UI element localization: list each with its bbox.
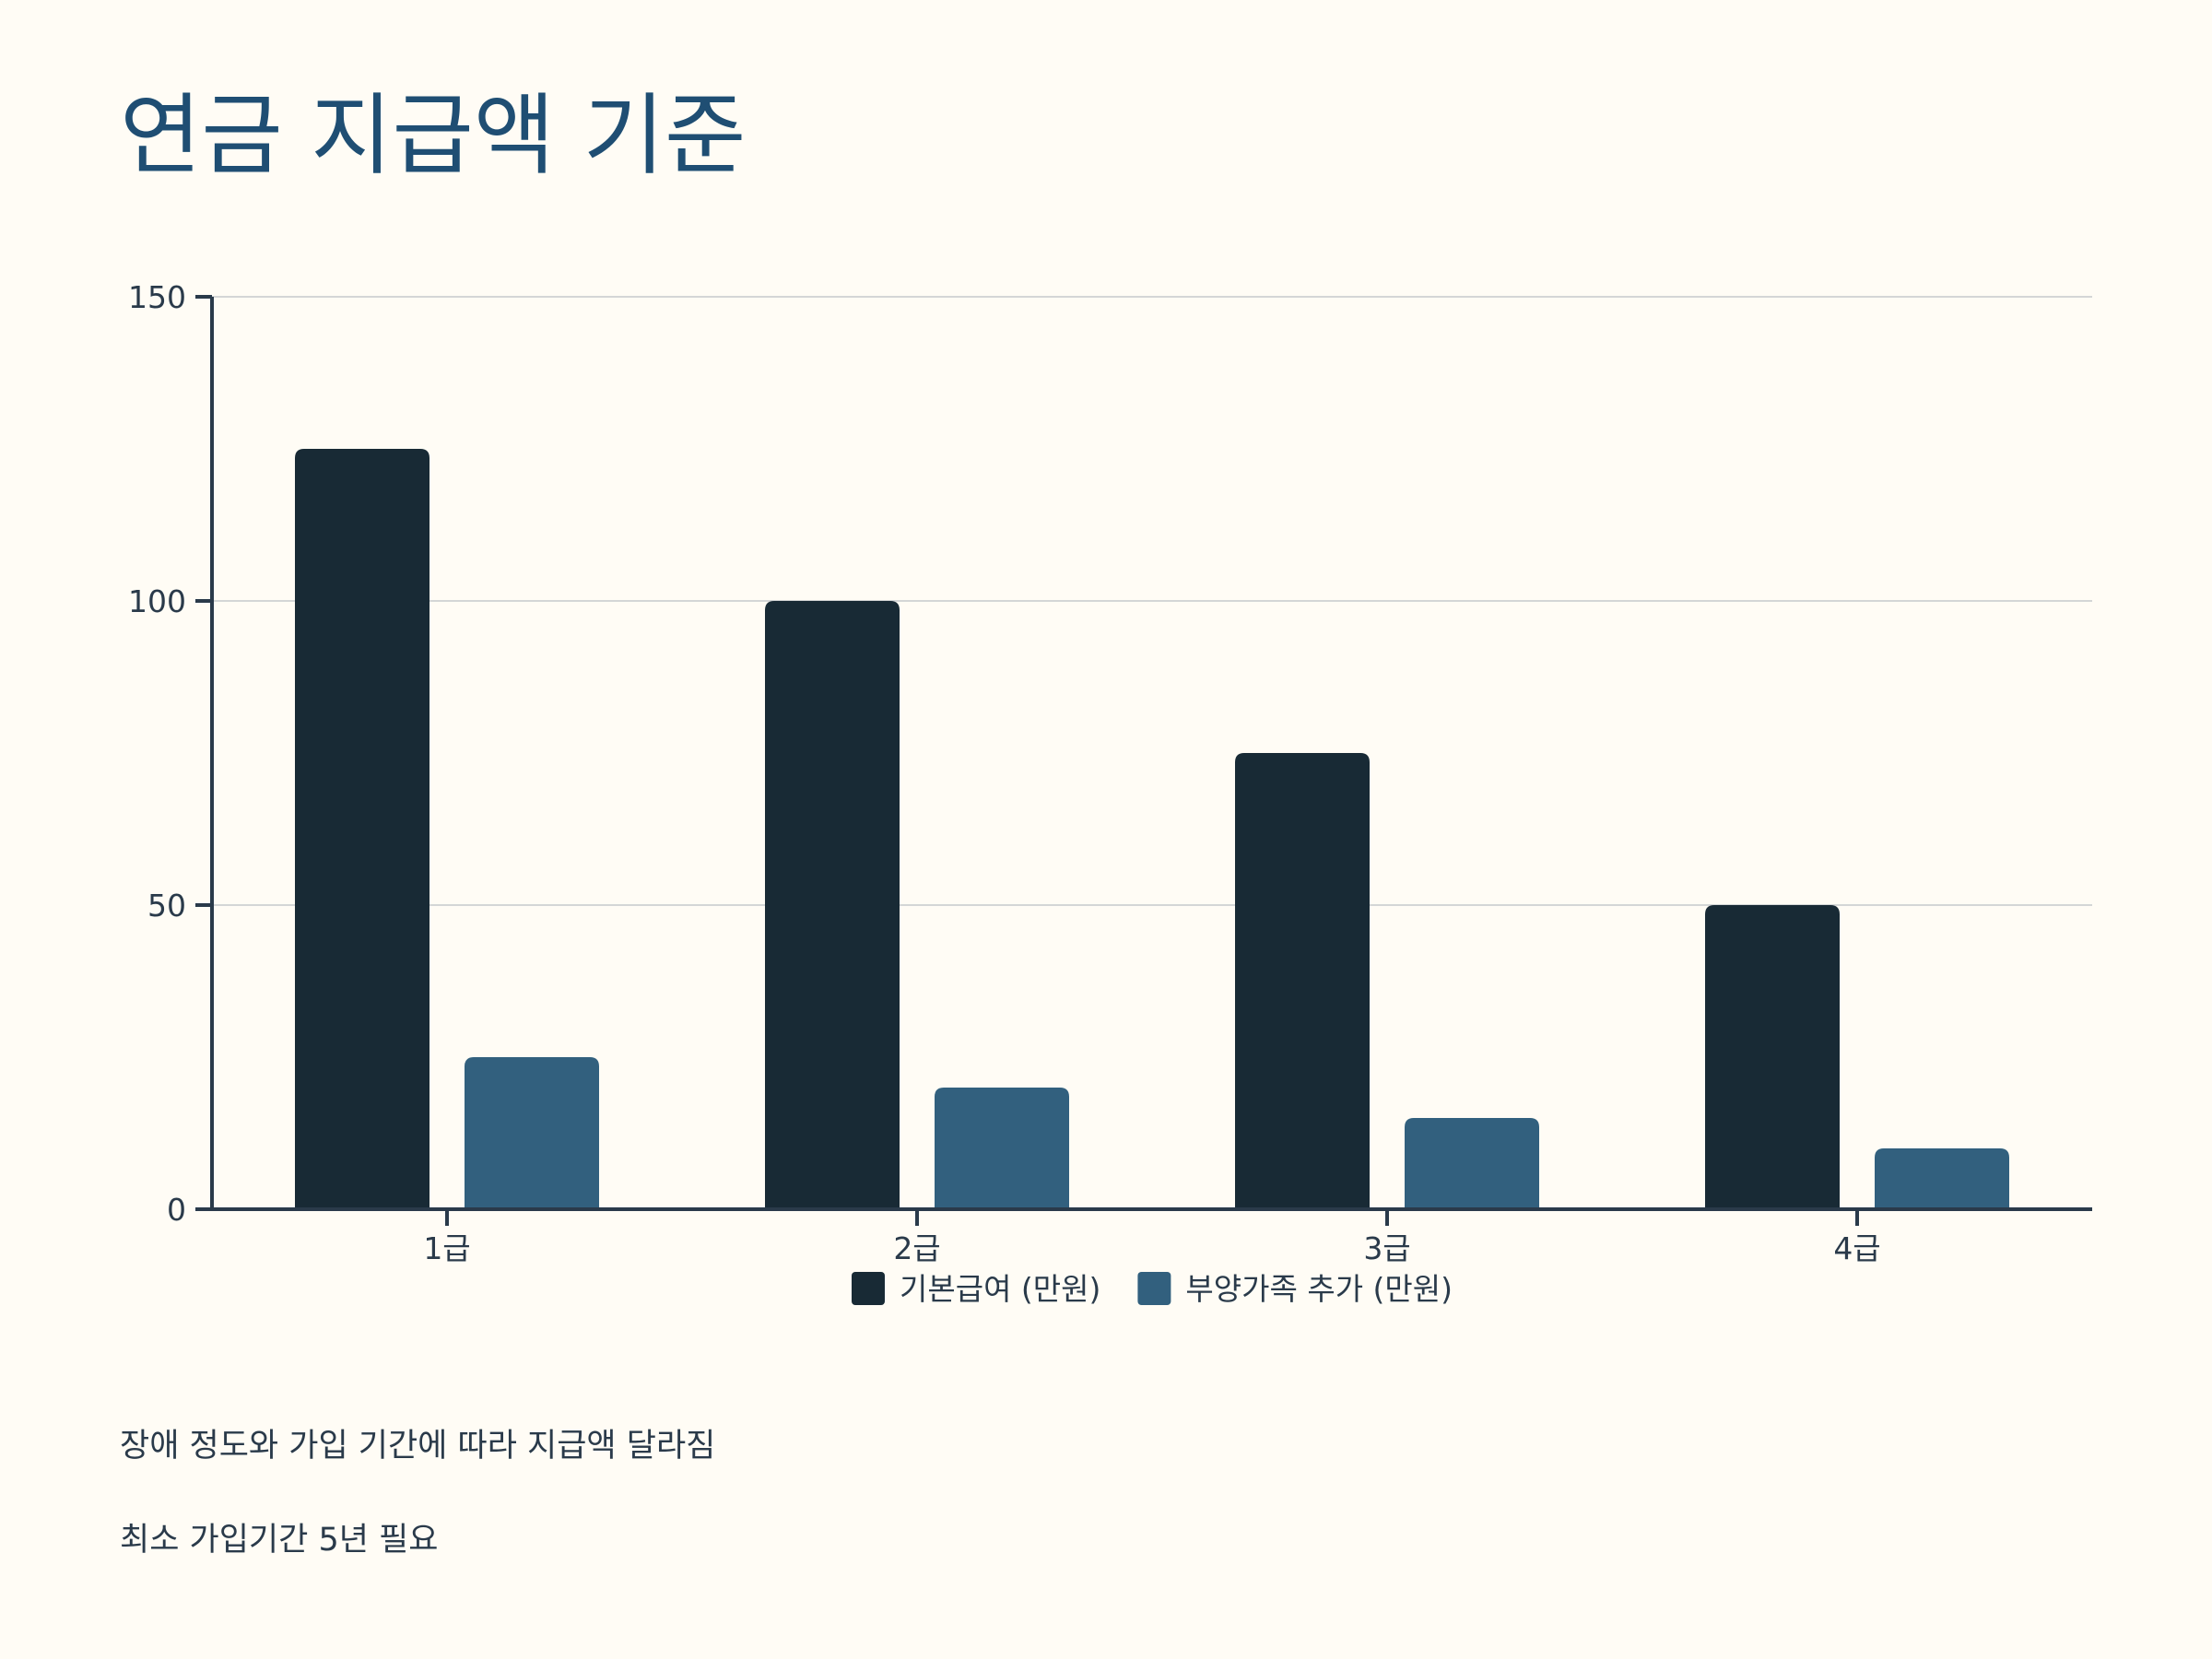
bar-1급-family (465, 1057, 599, 1209)
x-tick-label: 1급 (423, 1230, 470, 1266)
y-tick-label: 150 (128, 279, 186, 315)
legend-item: 부양가족 추가 (만원) (1137, 1271, 1453, 1307)
bar-3급-family (1405, 1118, 1539, 1209)
note-minimum-period: 최소 가입기간 5년 필요 (120, 1522, 439, 1559)
bar-chart: 0 50 100 150 1급 2급 3급 4급 기본급여 (만원) 부양가족 추가 (만원) (128, 279, 2092, 1307)
gridlines (212, 296, 2092, 906)
y-tick-label: 0 (167, 1192, 186, 1228)
legend-label: 기본급여 (만원) (900, 1271, 1100, 1307)
legend-label: 부양가족 추가 (만원) (1185, 1271, 1453, 1307)
x-axis-ticks: 1급 2급 3급 4급 (423, 1209, 1881, 1266)
bars (295, 449, 2009, 1209)
y-tick-label: 50 (147, 888, 186, 924)
legend-item: 기본급여 (만원) (851, 1271, 1100, 1307)
bar-4급-family (1875, 1148, 2009, 1209)
note-disability-period: 장애 정도와 가입 기간에 따라 지급액 달라짐 (120, 1428, 716, 1465)
y-tick-label: 100 (128, 583, 186, 619)
bar-4급-base (1705, 905, 1840, 1209)
legend-swatch (851, 1272, 885, 1305)
bar-2급-base (765, 601, 900, 1209)
x-tick-label: 4급 (1833, 1230, 1880, 1266)
x-tick-label: 3급 (1363, 1230, 1410, 1266)
bar-1급-base (295, 449, 429, 1209)
legend: 기본급여 (만원) 부양가족 추가 (만원) (851, 1271, 1453, 1307)
bar-2급-family (935, 1088, 1069, 1209)
legend-swatch (1137, 1272, 1171, 1305)
axes (210, 297, 2092, 1211)
x-tick-label: 2급 (893, 1230, 940, 1266)
chart-title: 연금 지급액 기준 (120, 84, 747, 187)
bar-3급-base (1235, 753, 1370, 1209)
y-axis-ticks: 0 50 100 150 (128, 279, 212, 1228)
